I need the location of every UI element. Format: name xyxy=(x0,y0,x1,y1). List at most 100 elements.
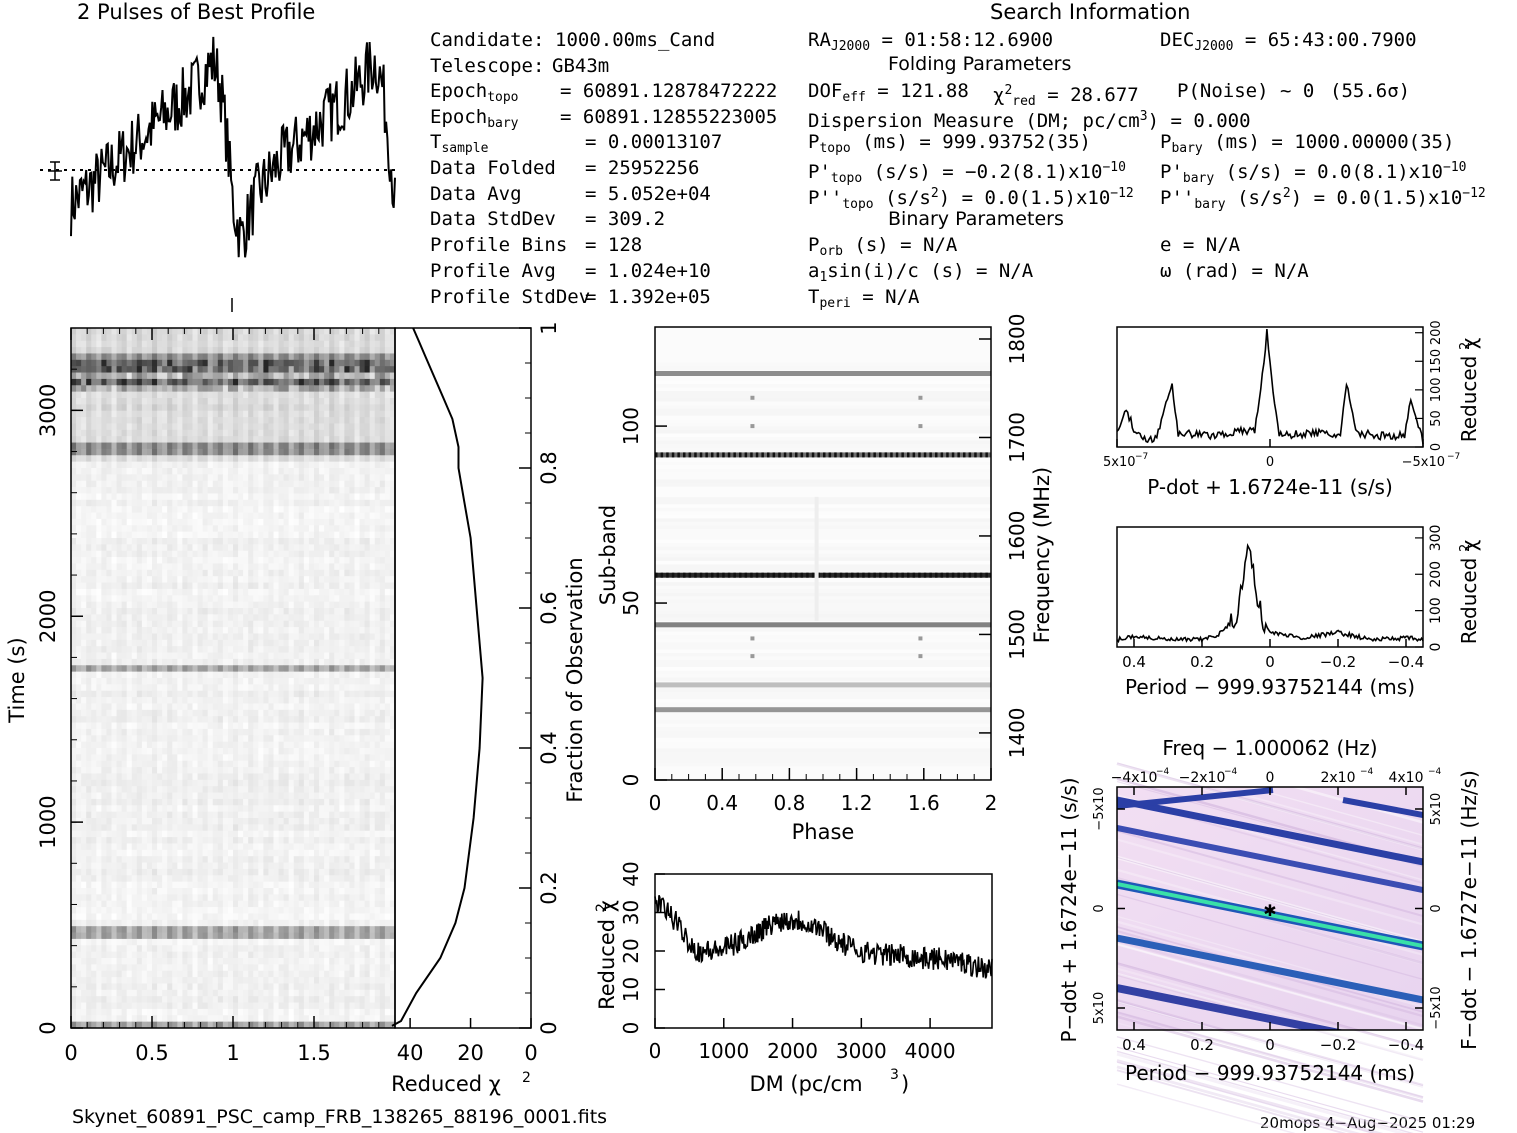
time-phase-cell xyxy=(374,538,381,545)
time-phase-cell xyxy=(258,728,264,736)
time-phase-cell xyxy=(146,639,153,647)
time-phase-cell xyxy=(106,569,112,577)
time-phase-cell xyxy=(308,353,315,361)
time-phase-cell xyxy=(238,359,244,367)
time-phase-cell xyxy=(192,538,198,545)
time-phase-cell xyxy=(359,798,366,806)
time-phase-cell xyxy=(121,576,128,583)
time-phase-cell xyxy=(319,633,325,641)
time-phase-cell xyxy=(222,410,229,418)
time-phase-cell xyxy=(136,455,143,463)
time-phase-cell xyxy=(349,620,355,628)
time-phase-cell xyxy=(324,716,330,723)
time-phase-cell xyxy=(273,518,279,526)
time-phase-cell xyxy=(354,480,360,488)
time-phase-cell xyxy=(167,347,173,354)
time-phase-cell xyxy=(384,410,391,418)
time-phase-cell xyxy=(76,798,82,806)
time-phase-cell xyxy=(273,760,279,768)
time-phase-cell xyxy=(116,690,123,698)
time-phase-cell xyxy=(86,474,92,482)
time-phase-cell xyxy=(359,760,366,768)
time-phase-cell xyxy=(197,442,204,450)
time-phase-cell xyxy=(76,671,82,679)
time-phase-cell xyxy=(379,709,386,717)
time-phase-cell xyxy=(293,455,300,463)
time-phase-cell xyxy=(182,576,188,583)
time-phase-cell xyxy=(293,391,300,399)
time-phase-cell xyxy=(253,671,259,679)
time-phase-cell xyxy=(101,665,107,673)
time-phase-cell xyxy=(233,328,239,335)
ecc-text: e = N/A xyxy=(1160,234,1241,256)
time-phase-cell xyxy=(384,639,391,647)
time-phase-cell xyxy=(298,328,305,335)
time-phase-cell xyxy=(238,671,244,679)
time-phase-cell xyxy=(192,461,198,469)
time-phase-cell xyxy=(278,690,285,698)
time-phase-cell xyxy=(101,436,107,443)
time-phase-cell xyxy=(131,748,138,755)
time-phase-cell xyxy=(167,525,173,533)
time-phase-cell xyxy=(116,709,123,717)
time-phase-cell xyxy=(172,798,178,806)
time-phase-cell xyxy=(101,328,107,335)
time-phase-cell xyxy=(238,811,244,819)
time-phase-cell xyxy=(182,461,188,469)
time-phase-cell xyxy=(96,639,102,647)
time-phase-cell xyxy=(314,385,320,393)
time-phase-cell xyxy=(157,461,163,469)
time-phase-cell xyxy=(389,410,396,418)
time-phase-cell xyxy=(334,620,340,628)
time-phase-cell xyxy=(121,709,128,717)
time-phase-cell xyxy=(283,703,290,711)
time-phase-cell xyxy=(288,417,295,424)
time-phase-cell xyxy=(349,538,355,545)
time-phase-cell xyxy=(162,448,168,456)
time-phase-cell xyxy=(349,748,355,755)
time-phase-cell xyxy=(298,436,305,443)
time-phase-cell xyxy=(374,646,381,653)
time-phase-cell xyxy=(359,391,366,399)
time-phase-cell xyxy=(187,366,193,373)
time-phase-cell xyxy=(374,588,381,596)
profile-title: 2 Pulses of Best Profile xyxy=(77,0,316,24)
time-phase-cell xyxy=(369,512,376,520)
time-phase-cell xyxy=(384,595,391,603)
time-phase-cell xyxy=(146,493,153,501)
time-phase-cell xyxy=(86,754,92,762)
time-phase-cell xyxy=(288,748,295,755)
time-phase-cell xyxy=(288,436,295,443)
time-phase-cell xyxy=(146,620,153,628)
time-phase-cell xyxy=(334,474,340,482)
time-phase-cell xyxy=(207,792,214,800)
time-phase-cell xyxy=(298,385,305,393)
time-phase-cell xyxy=(227,722,234,730)
time-phase-cell xyxy=(91,391,97,399)
time-phase-cell xyxy=(91,385,97,393)
time-phase-cell xyxy=(308,741,315,749)
time-phase-cell xyxy=(136,684,143,692)
time-phase-cell xyxy=(152,353,158,361)
time-phase-cell xyxy=(157,754,163,762)
time-phase-cell xyxy=(369,538,376,545)
time-phase-cell xyxy=(152,779,158,787)
time-phase-cell xyxy=(303,328,310,335)
time-phase-cell xyxy=(374,690,381,698)
time-phase-cell xyxy=(324,487,330,494)
time-phase-cell xyxy=(379,697,386,704)
time-phase-cell xyxy=(167,582,173,590)
time-phase-cell xyxy=(146,627,153,634)
time-phase-cell xyxy=(167,633,173,641)
time-phase-cell xyxy=(283,506,290,513)
time-phase-cell xyxy=(283,728,290,736)
time-phase-cell xyxy=(202,684,209,692)
time-phase-cell xyxy=(354,633,360,641)
time-phase-cell xyxy=(162,391,168,399)
time-phase-cell xyxy=(253,601,259,609)
time-phase-cell xyxy=(177,359,183,367)
time-phase-cell xyxy=(141,786,148,793)
time-phase-cell xyxy=(243,512,249,520)
time-phase-cell xyxy=(197,767,204,774)
time-phase-cell xyxy=(314,697,320,704)
